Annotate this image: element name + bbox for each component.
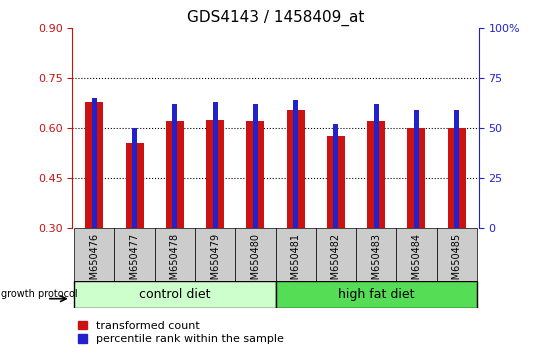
Legend: transformed count, percentile rank within the sample: transformed count, percentile rank withi… xyxy=(78,321,284,344)
Bar xyxy=(448,129,466,228)
Bar xyxy=(206,120,224,228)
Bar xyxy=(407,128,425,228)
Text: GSM650477: GSM650477 xyxy=(129,233,140,292)
Bar xyxy=(126,143,144,228)
Bar xyxy=(114,228,155,281)
Bar xyxy=(327,136,345,228)
Bar xyxy=(166,121,184,228)
Text: GSM650478: GSM650478 xyxy=(170,233,180,292)
Text: control diet: control diet xyxy=(139,288,211,301)
Bar xyxy=(333,124,338,228)
Text: GSM650482: GSM650482 xyxy=(331,233,341,292)
Bar xyxy=(287,110,305,228)
Bar xyxy=(367,121,385,228)
Text: GSM650476: GSM650476 xyxy=(89,233,100,292)
Bar xyxy=(414,110,419,228)
Bar xyxy=(276,281,477,308)
Bar xyxy=(293,100,298,228)
Bar xyxy=(454,110,459,228)
Text: GSM650484: GSM650484 xyxy=(411,233,422,292)
Bar xyxy=(396,228,437,281)
Bar xyxy=(374,104,379,228)
Bar xyxy=(132,129,137,228)
Text: GSM650483: GSM650483 xyxy=(371,233,381,292)
Bar xyxy=(246,121,264,228)
Text: GSM650480: GSM650480 xyxy=(250,233,261,292)
Text: GSM650479: GSM650479 xyxy=(210,233,220,292)
Bar xyxy=(195,228,235,281)
Bar xyxy=(155,228,195,281)
Bar xyxy=(74,228,114,281)
Bar xyxy=(437,228,477,281)
Text: growth protocol: growth protocol xyxy=(2,289,78,299)
Bar xyxy=(316,228,356,281)
Bar xyxy=(235,228,276,281)
Text: GSM650485: GSM650485 xyxy=(452,233,462,292)
Text: high fat diet: high fat diet xyxy=(338,288,415,301)
Bar xyxy=(85,102,103,228)
Title: GDS4143 / 1458409_at: GDS4143 / 1458409_at xyxy=(187,9,364,25)
Bar xyxy=(356,228,396,281)
Bar xyxy=(253,104,258,228)
Text: GSM650481: GSM650481 xyxy=(291,233,301,292)
Bar xyxy=(276,228,316,281)
Bar xyxy=(74,281,276,308)
Bar xyxy=(92,98,97,228)
Bar xyxy=(213,102,218,228)
Bar xyxy=(172,104,177,228)
